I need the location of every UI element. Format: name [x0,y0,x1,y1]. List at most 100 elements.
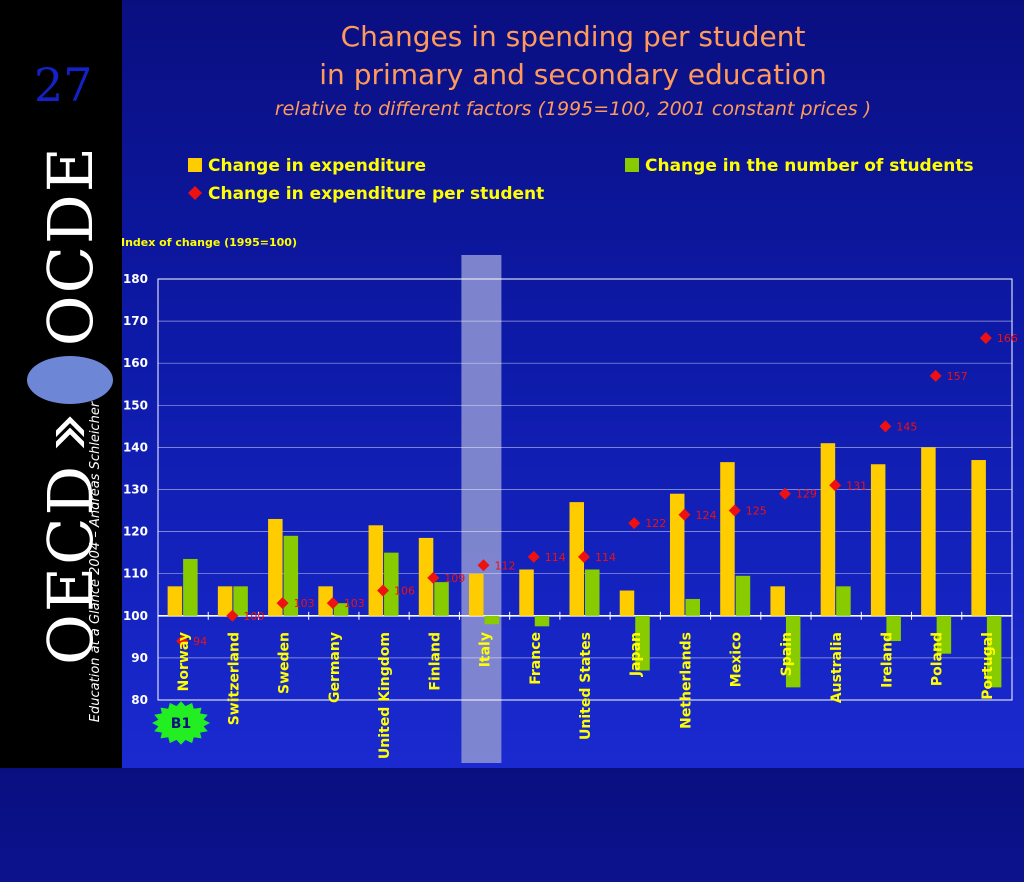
bar-students [936,615,952,654]
data-label: 122 [645,517,666,530]
category-label: Norway [176,632,192,691]
data-label: 112 [495,559,516,572]
category-label: Japan [628,632,644,677]
data-label: 106 [394,585,415,598]
data-label: 129 [796,488,817,501]
category-label: Mexico [729,632,745,688]
marker-per-student [778,487,791,500]
data-label: 103 [344,597,365,610]
chart-canvas: Change in expenditure Change in the numbe… [121,156,1018,763]
marker-per-student [377,584,390,597]
data-label: 145 [896,420,917,433]
chart-title: Changes in spending per student [340,20,806,53]
bar-students [183,558,198,616]
bar-expenditure [217,586,233,616]
bar-expenditure [569,502,584,616]
chart-title-line2: in primary and secondary education [319,58,827,91]
data-label: 100 [243,610,264,623]
category-label: Germany [327,632,343,703]
bar-expenditure [770,586,785,616]
category-label: Portugal [980,632,996,700]
data-label: 166 [997,332,1018,345]
logo-chevron-icon [55,416,85,449]
marker-per-student [578,550,590,563]
marker-per-student [477,559,490,572]
legend-label: Change in expenditure per student [208,184,544,204]
category-label: Poland [930,632,946,686]
category-label: United Kingdom [377,632,393,759]
marker-per-student [176,635,189,648]
bar-expenditure [167,586,183,616]
y-tick-label: 90 [131,651,148,665]
category-label: United States [578,632,594,740]
marker-per-student [527,550,540,563]
y-tick-label: 120 [123,525,148,539]
bar-students [434,582,449,616]
data-label: 109 [444,572,465,585]
bar-expenditure [720,462,735,616]
marker-per-student [678,508,691,521]
bar-students [534,615,550,627]
marker-per-student [276,597,289,610]
bar-students [886,615,901,642]
category-label: Ireland [879,632,895,688]
data-label: 114 [595,551,616,564]
legend-swatch [625,158,639,172]
data-label: 131 [846,479,867,492]
legend-swatch [188,158,202,172]
highlight-column [461,255,502,763]
data-label: 157 [947,370,968,383]
title-block: Changes in spending per student in prima… [122,18,1024,124]
y-tick-label: 150 [123,398,148,412]
bar-expenditure [519,569,534,616]
legend-marker [188,186,202,200]
legend-label: Change in expenditure [208,156,426,176]
category-label: Italy [478,632,494,667]
category-label: France [528,632,544,685]
marker-per-student [728,504,741,517]
marker-per-student [326,597,339,610]
chart-subtitle: relative to different factors (1995=100,… [274,98,872,120]
data-label: 94 [193,635,207,648]
data-label: 125 [746,505,767,518]
marker-per-student [226,609,239,622]
y-tick-label: 170 [123,314,148,328]
bar-students [585,569,600,616]
sidebar: 27 OECD OCDE Education at a Glance 2004 … [0,0,122,768]
bar-students [836,586,851,616]
marker-per-student [929,369,942,382]
plot-frame [157,278,1013,701]
y-tick-label: 160 [123,356,148,370]
bar-expenditure [971,460,986,616]
marker-per-student [979,331,992,344]
bar-expenditure [921,447,936,616]
page-number: 27 [34,58,93,112]
y-tick-label: 180 [123,272,148,286]
marker-per-student [879,420,892,433]
bar-students [635,615,650,671]
bar-students [283,535,299,616]
bar-students [735,575,751,616]
category-label: Switzerland [226,632,242,725]
oecd-logo: OECD OCDE [25,145,115,665]
category-label: Spain [779,632,795,676]
bar-students [333,603,349,616]
y-tick-label: 130 [123,483,148,497]
bar-expenditure [619,590,635,616]
data-label: 103 [294,597,315,610]
bar-expenditure [469,573,484,616]
marker-per-student [628,517,641,530]
bar-students [986,615,1002,688]
bar-students [233,586,248,616]
bar-expenditure [870,464,886,616]
y-tick-label: 100 [123,609,148,623]
category-label: Sweden [277,632,293,694]
y-axis-label: Index of change (1995=100) [121,236,297,249]
category-label: Australia [829,632,845,703]
data-label: 124 [695,509,716,522]
data-label: 114 [545,551,566,564]
category-label: Finland [427,632,443,691]
bar-expenditure [418,537,434,616]
bar-students [685,598,700,616]
y-tick-label: 80 [131,693,148,707]
